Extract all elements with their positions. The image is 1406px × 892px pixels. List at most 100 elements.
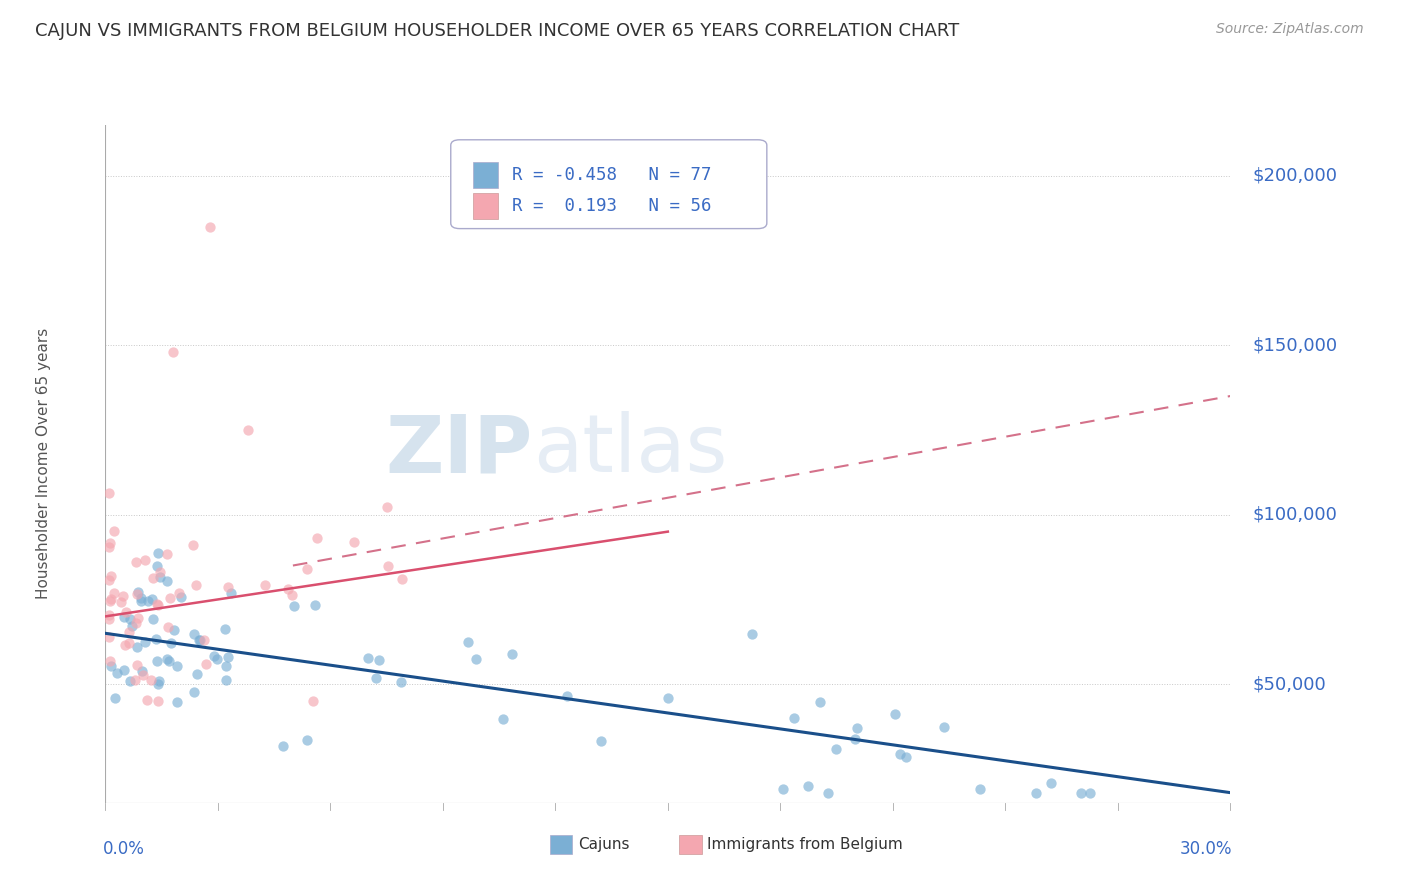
Point: [205, 652, 228, 666]
Point: [156, 574, 179, 589]
Point: [98, 540, 121, 554]
Point: [167, 585, 190, 599]
Point: [103, 524, 125, 538]
Point: [124, 673, 146, 688]
Bar: [474, 194, 498, 219]
Point: [100, 659, 122, 673]
Point: [149, 565, 172, 579]
Point: [125, 555, 148, 569]
Point: [364, 671, 387, 685]
Point: [304, 599, 326, 613]
Point: [134, 553, 156, 567]
Point: [145, 597, 167, 611]
Point: [464, 651, 486, 665]
Point: [98, 536, 121, 550]
Point: [156, 652, 179, 666]
Point: [343, 534, 366, 549]
Point: [115, 605, 138, 619]
Point: [124, 616, 146, 631]
Point: [195, 657, 218, 671]
Point: [103, 690, 125, 705]
Point: [214, 659, 236, 673]
Point: [146, 558, 169, 573]
Text: atlas: atlas: [533, 411, 727, 490]
Point: [132, 668, 155, 682]
Point: [215, 673, 238, 688]
Text: Immigrants from Belgium: Immigrants from Belgium: [707, 837, 903, 852]
Point: [112, 610, 135, 624]
Point: [129, 591, 152, 605]
Point: [135, 693, 157, 707]
Point: [783, 711, 806, 725]
Point: [136, 594, 159, 608]
Point: [166, 659, 188, 673]
Point: [657, 690, 679, 705]
Point: [110, 595, 132, 609]
Bar: [474, 162, 498, 187]
Point: [163, 623, 186, 637]
Text: $150,000: $150,000: [1253, 336, 1339, 354]
Point: [200, 219, 222, 234]
Point: [894, 750, 917, 764]
Point: [377, 559, 399, 574]
Point: [146, 598, 169, 612]
Point: [127, 584, 149, 599]
Point: [141, 591, 163, 606]
Point: [214, 622, 236, 636]
Point: [844, 732, 866, 747]
Point: [181, 538, 204, 552]
Point: [183, 626, 205, 640]
Point: [302, 694, 325, 708]
Bar: [679, 835, 702, 854]
Point: [772, 781, 794, 796]
Point: [156, 547, 179, 561]
Point: [555, 689, 578, 703]
Point: [188, 632, 211, 647]
Point: [932, 721, 955, 735]
Point: [112, 589, 135, 603]
Point: [118, 635, 141, 649]
Point: [112, 663, 135, 677]
Point: [166, 695, 188, 709]
Point: [146, 654, 169, 668]
Text: $50,000: $50,000: [1253, 675, 1326, 693]
Point: [118, 612, 141, 626]
Point: [184, 578, 207, 592]
Text: $200,000: $200,000: [1253, 167, 1337, 185]
Text: 0.0%: 0.0%: [103, 840, 145, 858]
Text: CAJUN VS IMMIGRANTS FROM BELGIUM HOUSEHOLDER INCOME OVER 65 YEARS CORRELATION CH: CAJUN VS IMMIGRANTS FROM BELGIUM HOUSEHO…: [35, 22, 959, 40]
Point: [159, 591, 181, 605]
Point: [492, 712, 515, 726]
Point: [157, 655, 180, 669]
Point: [162, 345, 184, 359]
Point: [98, 574, 121, 588]
Point: [98, 594, 121, 608]
Point: [281, 588, 304, 602]
Text: R =  0.193   N = 56: R = 0.193 N = 56: [512, 197, 711, 215]
Point: [142, 570, 165, 584]
Point: [1070, 786, 1092, 800]
Point: [146, 546, 169, 560]
Point: [127, 610, 149, 624]
Point: [969, 781, 991, 796]
Point: [145, 632, 167, 646]
Point: [139, 673, 162, 687]
Point: [277, 582, 299, 596]
Point: [105, 666, 128, 681]
Text: ZIP: ZIP: [385, 411, 533, 490]
Point: [148, 676, 170, 690]
Point: [157, 619, 180, 633]
Point: [114, 638, 136, 652]
Point: [297, 733, 319, 747]
Point: [824, 741, 846, 756]
Point: [808, 695, 831, 709]
Point: [121, 619, 143, 633]
Point: [169, 590, 191, 604]
Text: R = -0.458   N = 77: R = -0.458 N = 77: [512, 166, 711, 184]
Point: [305, 531, 328, 545]
Point: [391, 674, 413, 689]
Point: [187, 632, 209, 647]
Point: [391, 572, 413, 586]
Point: [159, 635, 181, 649]
Point: [134, 634, 156, 648]
